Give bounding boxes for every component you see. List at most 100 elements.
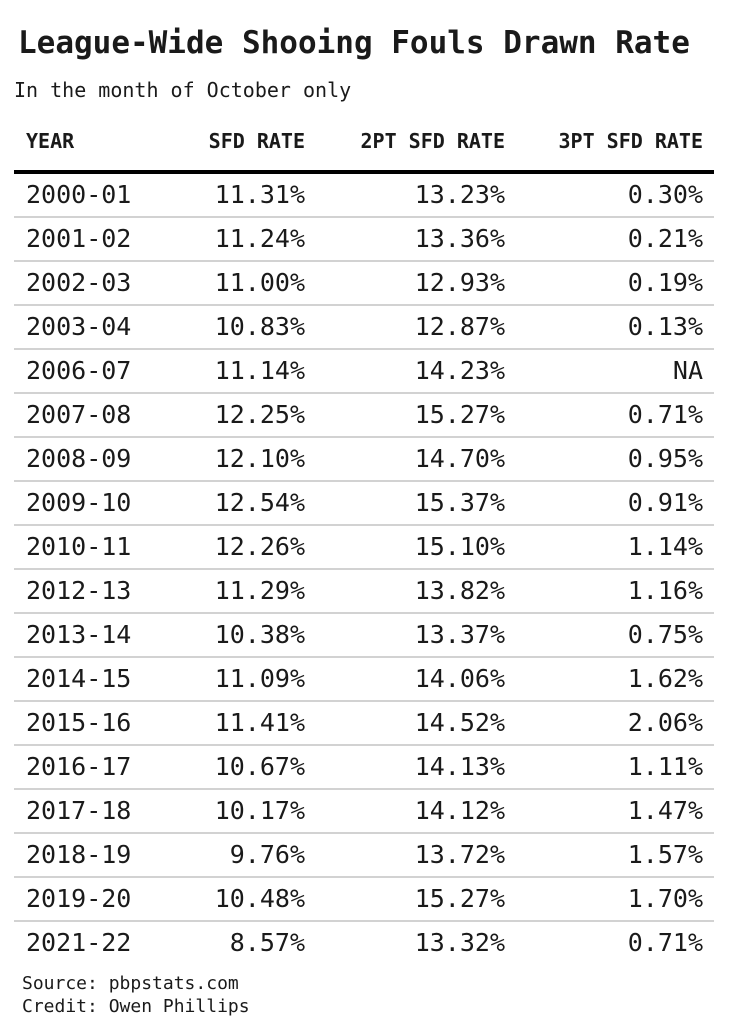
table-row: 2013-14 10.38% 13.37% 0.75% [14, 612, 714, 657]
value-cell: 1.70% [505, 876, 714, 921]
year-cell: 2014-15 [14, 656, 174, 701]
value-cell: 0.13% [505, 304, 714, 349]
table-row: 2001-02 11.24% 13.36% 0.21% [14, 216, 714, 261]
value-cell: 11.24% [174, 216, 305, 261]
value-cell: 15.37% [305, 480, 505, 525]
value-cell: 15.10% [305, 524, 505, 569]
value-cell: 14.06% [305, 656, 505, 701]
year-cell: 2007-08 [14, 392, 174, 437]
value-cell: 1.11% [505, 744, 714, 789]
table-row: 2010-11 12.26% 15.10% 1.14% [14, 524, 714, 569]
value-cell: 12.93% [305, 260, 505, 305]
value-cell: 8.57% [174, 920, 305, 964]
table-row: 2008-09 12.10% 14.70% 0.95% [14, 436, 714, 481]
value-cell: 0.71% [505, 392, 714, 437]
table-row: 2012-13 11.29% 13.82% 1.16% [14, 568, 714, 613]
table-row: 2002-03 11.00% 12.93% 0.19% [14, 260, 714, 305]
table-row: 2014-15 11.09% 14.06% 1.62% [14, 656, 714, 701]
value-cell: 10.83% [174, 304, 305, 349]
value-cell: 14.12% [305, 788, 505, 833]
table-row: 2009-10 12.54% 15.37% 0.91% [14, 480, 714, 525]
value-cell: 14.70% [305, 436, 505, 481]
year-cell: 2017-18 [14, 788, 174, 833]
value-cell: 14.23% [305, 348, 505, 393]
column-header: SFD RATE [174, 102, 305, 174]
value-cell: 13.36% [305, 216, 505, 261]
value-cell: 15.27% [305, 876, 505, 921]
year-cell: 2003-04 [14, 304, 174, 349]
value-cell: 13.23% [414, 180, 505, 209]
value-cell: NA [505, 348, 714, 393]
value-cell: 12.87% [305, 304, 505, 349]
year-cell: 2006-07 [14, 348, 174, 393]
value-cell: 10.38% [174, 612, 305, 657]
column-header: YEAR [14, 102, 174, 174]
year-cell: 2010-11 [14, 524, 174, 569]
value-cell: 11.09% [174, 656, 305, 701]
value-cell: 13.37% [305, 612, 505, 657]
value-cell: 11.29% [174, 568, 305, 613]
value-cell: 0.30% [627, 180, 703, 209]
value-cell: 12.10% [174, 436, 305, 481]
year-cell: 2000-01 [26, 180, 132, 209]
column-header: 3PT SFD RATE [505, 102, 714, 174]
value-cell: 0.95% [505, 436, 714, 481]
header-row: YEAR SFD RATE 2PT SFD RATE 3PT SFD RATE [14, 102, 714, 174]
value-cell: 1.47% [505, 788, 714, 833]
column-header: 2PT SFD RATE [305, 102, 505, 174]
page-subtitle: In the month of October only [14, 78, 352, 102]
stats-table: YEAR SFD RATE 2PT SFD RATE 3PT SFD RATE 200… [14, 102, 714, 964]
year-cell: 2008-09 [14, 436, 174, 481]
value-cell: 10.48% [174, 876, 305, 921]
year-cell: 2018-19 [14, 832, 174, 877]
table-row: 2007-08 12.25% 15.27% 0.71% [14, 392, 714, 437]
footer-source: Source: pbpstats.com [22, 973, 239, 994]
value-cell: 0.75% [505, 612, 714, 657]
value-cell: 13.82% [305, 568, 505, 613]
value-cell: 9.76% [174, 832, 305, 877]
value-cell: 12.54% [174, 480, 305, 525]
year-cell: 2001-02 [14, 216, 174, 261]
table-row: 2017-18 10.17% 14.12% 1.47% [14, 788, 714, 833]
value-cell: 15.27% [305, 392, 505, 437]
footer-credit: Credit: Owen Phillips [22, 996, 250, 1017]
value-cell: 1.57% [505, 832, 714, 877]
value-cell: 10.67% [174, 744, 305, 789]
value-cell: 13.32% [305, 920, 505, 964]
table-row: 2021-22 8.57% 13.32% 0.71% [14, 920, 714, 964]
year-cell: 2016-17 [14, 744, 174, 789]
value-cell: 0.21% [505, 216, 714, 261]
value-cell: 14.52% [305, 700, 505, 745]
table-body: 2000-01 11.31% 13.23% 0.30% 2001-02 11.24% 13.… [14, 172, 714, 964]
table-row: 2018-19 9.76% 13.72% 1.57% [14, 832, 714, 877]
value-cell: 2.06% [505, 700, 714, 745]
table-row: 2006-07 11.14% 14.23% NA [14, 348, 714, 393]
table-row: 2000-01 11.31% 13.23% 0.30% [14, 172, 714, 217]
value-cell: 10.17% [174, 788, 305, 833]
value-cell: 0.19% [505, 260, 714, 305]
value-cell: 0.71% [505, 920, 714, 964]
year-cell: 2013-14 [14, 612, 174, 657]
value-cell: 12.26% [174, 524, 305, 569]
value-cell: 11.00% [174, 260, 305, 305]
table-row: 2016-17 10.67% 14.13% 1.11% [14, 744, 714, 789]
year-cell: 2012-13 [14, 568, 174, 613]
value-cell: 0.91% [505, 480, 714, 525]
value-cell: 11.14% [174, 348, 305, 393]
value-cell: 13.72% [305, 832, 505, 877]
table-row: 2003-04 10.83% 12.87% 0.13% [14, 304, 714, 349]
table-row: 2019-20 10.48% 15.27% 1.70% [14, 876, 714, 921]
year-cell: 2015-16 [14, 700, 174, 745]
page-title: League-Wide Shooing Fouls Drawn Rate [18, 25, 690, 61]
value-cell: 1.62% [505, 656, 714, 701]
table-row: 2015-16 11.41% 14.52% 2.06% [14, 700, 714, 745]
year-cell: 2009-10 [14, 480, 174, 525]
value-cell: 11.31% [214, 180, 305, 209]
year-cell: 2021-22 [14, 920, 174, 964]
year-cell: 2002-03 [14, 260, 174, 305]
value-cell: 12.25% [174, 392, 305, 437]
value-cell: 1.14% [505, 524, 714, 569]
value-cell: 1.16% [505, 568, 714, 613]
value-cell: 11.41% [174, 700, 305, 745]
value-cell: 14.13% [305, 744, 505, 789]
